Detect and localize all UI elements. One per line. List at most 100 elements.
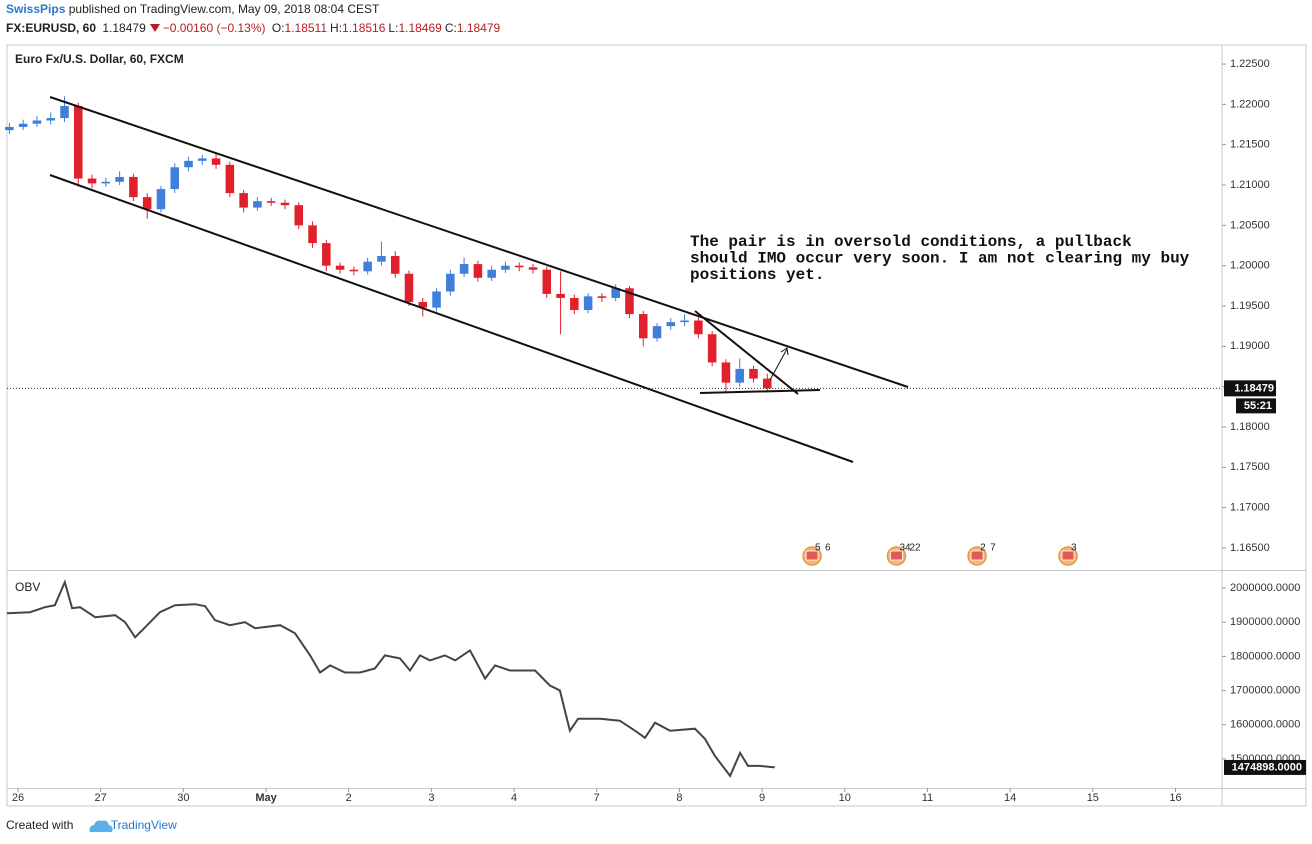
y-tick-label: 2000000.0000	[1230, 582, 1300, 594]
ohlc: O:1.18511 H:1.18516 L:1.18469 C:1.18479	[272, 21, 503, 35]
candle-body	[446, 273, 455, 292]
candle-body	[459, 264, 469, 274]
x-tick-label: 27	[95, 792, 107, 804]
candle-body	[473, 264, 483, 278]
header-line-1: SwissPips published on TradingView.com, …	[6, 2, 382, 16]
x-tick-label: 8	[676, 792, 682, 804]
y-tick-label: 1.20000	[1230, 260, 1270, 272]
candle-body	[18, 123, 28, 127]
candle-body	[652, 326, 662, 339]
candle-body	[87, 178, 97, 184]
y-tick-label: 1.18000	[1230, 421, 1270, 433]
candle-body	[570, 297, 579, 311]
candle-body	[418, 301, 428, 308]
candle-body	[501, 265, 510, 270]
channel-upper	[49, 96, 909, 388]
y-tick-label: 1.17500	[1230, 461, 1270, 473]
y-tick-label: 1.21500	[1230, 139, 1270, 151]
arrow	[769, 348, 788, 381]
event-label: 2	[980, 543, 986, 554]
candle-body	[597, 296, 607, 298]
candle-body	[721, 362, 731, 383]
candle-body	[528, 267, 538, 270]
candle-body	[115, 176, 124, 182]
candle-body	[129, 176, 138, 198]
candle-body	[156, 189, 166, 210]
event-label: 34	[899, 543, 911, 554]
event-label: 7	[990, 543, 996, 554]
ohlc-key: O:	[271, 21, 285, 35]
annotation: The pair is in oversold conditions, a pu…	[690, 233, 1190, 284]
candle-body	[142, 197, 152, 210]
candle-body	[198, 158, 207, 161]
annotation-line: should IMO occur very soon. I am not cle…	[690, 250, 1190, 268]
y-tick-label: 1.16500	[1230, 542, 1270, 554]
last-price: 1.18479	[102, 21, 146, 35]
candle-body	[253, 201, 262, 208]
chart-title: Euro Fx/U.S. Dollar, 60, FXCM	[15, 52, 184, 66]
ohlc-key: C:	[444, 21, 457, 35]
candle-body	[335, 265, 345, 270]
event-flag	[805, 550, 819, 561]
change: −0.00160 (−0.13%)	[162, 21, 266, 35]
y-tick-label: 1.17000	[1230, 502, 1270, 514]
candle-body	[404, 273, 414, 302]
annotation-line: positions yet.	[690, 266, 824, 284]
candle-body	[487, 269, 496, 278]
candle-body	[280, 202, 290, 206]
last-value-label: 1474898.0000	[1232, 761, 1302, 773]
logo-cloud	[89, 820, 113, 832]
candle-body	[349, 269, 359, 272]
candle-body	[432, 291, 441, 308]
event-flag	[890, 550, 903, 561]
candle-body	[735, 368, 744, 383]
symbol: FX:EURUSD, 60	[6, 21, 97, 35]
y-tick-label: 1900000.0000	[1230, 616, 1300, 628]
event-label: 3	[1071, 543, 1077, 554]
created-with: Created with	[6, 818, 74, 832]
ohlc-key: L:	[388, 21, 399, 35]
candle-body	[74, 105, 83, 179]
x-tick-label: 15	[1087, 792, 1099, 804]
drawings	[49, 96, 909, 463]
countdown: 55:21	[1244, 400, 1272, 412]
candle-body	[625, 288, 634, 315]
x-tick-label: 7	[594, 792, 600, 804]
candle-body	[542, 269, 552, 294]
candle-body	[32, 120, 42, 124]
y-tick-label: 1.21000	[1230, 179, 1270, 191]
candle-body	[707, 334, 717, 363]
published: published on TradingView.com, May 09, 20…	[68, 2, 380, 16]
last-price-label: 1.18479	[1234, 382, 1274, 394]
x-tick-label: 10	[839, 792, 851, 804]
candle-body	[363, 261, 372, 272]
event-flag	[970, 550, 984, 561]
ohlc-value: 1.18516	[342, 21, 386, 35]
candle-body	[225, 164, 235, 194]
x-tick-label: 16	[1169, 792, 1181, 804]
candle-body	[749, 368, 758, 379]
header-line-2: FX:EURUSD, 60 1.18479 −0.00160 (−0.13%) O…	[6, 21, 506, 35]
ohlc-value: 1.18511	[284, 21, 328, 35]
channel-lower	[49, 174, 854, 463]
candle-body	[5, 126, 14, 131]
candle-body	[46, 118, 55, 121]
candle-body	[514, 265, 524, 268]
event-label: 6	[825, 543, 831, 554]
arrow-head	[780, 347, 789, 356]
brand: TradingView	[110, 818, 177, 832]
x-tick-label: 4	[511, 792, 517, 804]
candle-body	[556, 293, 565, 298]
candle-body	[666, 322, 676, 327]
y-tick-label: 1.20500	[1230, 219, 1270, 231]
countdown-box	[1236, 398, 1276, 414]
candle-body	[762, 378, 772, 389]
triangle-base	[699, 389, 821, 394]
x-tick-label: 3	[428, 792, 434, 804]
x-tick-label: 9	[759, 792, 765, 804]
y-tick-label: 1600000.0000	[1230, 719, 1300, 731]
candle-body	[377, 256, 386, 262]
frame	[6, 44, 1307, 807]
annotation-line: The pair is in oversold conditions, a pu…	[690, 233, 1132, 251]
candle-body	[294, 205, 304, 226]
